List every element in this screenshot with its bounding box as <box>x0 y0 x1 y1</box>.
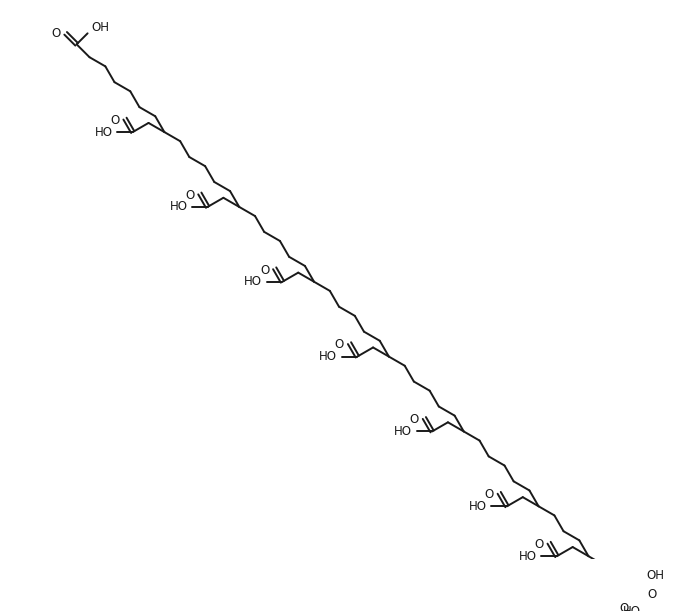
Text: O: O <box>409 413 419 426</box>
Text: O: O <box>51 27 60 40</box>
Text: HO: HO <box>622 605 640 611</box>
Text: HO: HO <box>394 425 412 438</box>
Text: OH: OH <box>646 569 664 582</box>
Text: HO: HO <box>319 350 337 363</box>
Text: O: O <box>620 602 629 611</box>
Text: HO: HO <box>245 275 262 288</box>
Text: HO: HO <box>95 126 113 139</box>
Text: HO: HO <box>170 200 188 213</box>
Text: HO: HO <box>469 500 487 513</box>
Text: HO: HO <box>519 550 537 563</box>
Text: O: O <box>484 488 494 501</box>
Text: O: O <box>185 189 194 202</box>
Text: OH: OH <box>91 21 109 34</box>
Text: O: O <box>647 588 657 601</box>
Text: O: O <box>534 538 543 551</box>
Text: O: O <box>110 114 120 127</box>
Text: O: O <box>335 338 344 351</box>
Text: O: O <box>260 263 269 277</box>
